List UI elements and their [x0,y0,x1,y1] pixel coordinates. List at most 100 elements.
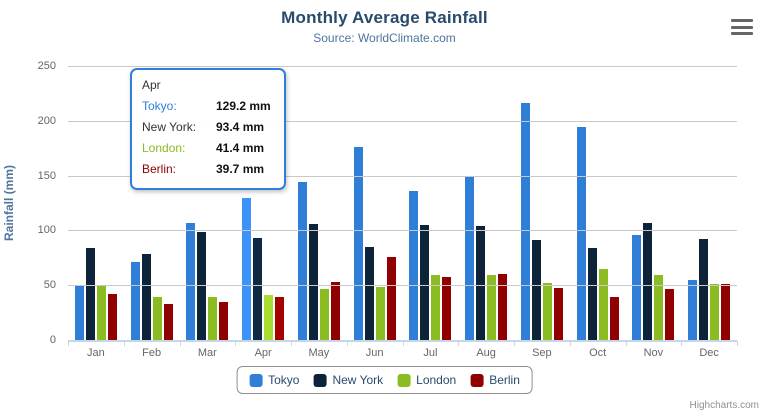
bar-london-aug[interactable] [487,274,497,340]
y-tick-label-50: 50 [43,279,56,292]
bar-london-oct[interactable] [598,268,608,340]
bar-new-york-jun[interactable] [364,247,374,340]
bar-tokyo-jul[interactable] [409,191,419,340]
bar-new-york-jul[interactable] [420,224,430,340]
x-axis-ticks [68,341,738,347]
bar-berlin-feb[interactable] [163,303,173,340]
x-tick-label-jul: Jul [423,347,438,359]
legend: Tokyo New York London Berlin [236,366,533,394]
bar-tokyo-nov[interactable] [632,235,642,340]
tooltip-series-value: 129.2 mm [216,99,271,113]
legend-swatch-icon [397,373,411,387]
bar-group-may [291,66,347,340]
x-tick-label-oct: Oct [589,347,607,359]
bar-london-feb[interactable] [152,297,162,340]
tooltip-series-value: 41.4 mm [216,141,265,155]
bar-london-mar[interactable] [208,296,218,340]
bar-new-york-dec[interactable] [699,238,709,340]
y-tick-label-0: 0 [49,334,56,346]
bar-tokyo-feb[interactable] [130,261,140,340]
bar-berlin-aug[interactable] [498,273,508,340]
bar-new-york-oct[interactable] [587,248,597,340]
bar-london-jun[interactable] [375,287,385,340]
bar-berlin-oct[interactable] [609,297,619,340]
x-tick-label-dec: Dec [699,347,719,359]
bar-tokyo-apr[interactable] [242,198,252,340]
bar-london-nov[interactable] [654,275,664,340]
x-tick-label-aug: Aug [476,347,496,359]
y-tick-label-250: 250 [37,60,56,72]
bar-new-york-sep[interactable] [531,240,541,340]
bar-london-jan[interactable] [96,286,106,340]
tooltip-series-name: London: [142,141,186,155]
tooltip-row: Berlin: 39.7 mm [142,159,274,180]
bar-tokyo-oct[interactable] [576,127,586,340]
bar-berlin-may[interactable] [330,282,340,340]
chart-title: Monthly Average Rainfall [281,8,488,27]
legend-label: London [416,373,457,387]
x-tick-mark [235,341,237,346]
bar-berlin-apr[interactable] [275,296,285,340]
x-tick-label-mar: Mar [197,347,217,359]
bar-london-dec[interactable] [710,283,720,340]
bar-group-jun [347,66,403,340]
bar-group-aug [458,66,514,340]
legend-label: Tokyo [268,373,300,387]
x-tick-mark [569,341,571,346]
bar-tokyo-aug[interactable] [465,177,475,340]
bar-tokyo-jan[interactable] [74,285,84,340]
bar-group-feb [124,66,180,340]
x-tick-mark [346,341,348,346]
gridline-150 [68,175,737,177]
gridline-200 [68,120,737,122]
bar-tokyo-jun[interactable] [353,147,363,340]
tooltip-row: New York: 93.4 mm [142,117,274,138]
bar-group-nov [626,66,682,340]
bar-new-york-apr[interactable] [253,237,263,340]
bar-new-york-may[interactable] [308,223,318,340]
tooltip-series-value: 93.4 mm [216,120,265,134]
bar-tokyo-may[interactable] [297,182,307,340]
tooltip-rows: Tokyo: 129.2 mm New York: 93.4 mm London: 41.… [142,96,274,180]
bar-group-dec [681,66,737,340]
bar-berlin-jun[interactable] [386,257,396,340]
bar-berlin-dec[interactable] [721,284,731,340]
x-tick-label-sep: Sep [532,347,552,359]
bar-new-york-nov[interactable] [643,223,653,340]
bar-new-york-jan[interactable] [85,248,95,340]
tooltip-row: London: 41.4 mm [142,138,274,159]
x-tick-mark [737,341,738,346]
legend-item-tokyo[interactable]: Tokyo [249,373,299,387]
bar-berlin-nov[interactable] [665,288,675,340]
bar-london-apr[interactable] [264,294,274,340]
bar-berlin-jul[interactable] [442,277,452,340]
bar-new-york-aug[interactable] [476,225,486,340]
x-axis-labels: Jan Feb Mar Apr May Jun Jul Aug Sep Oct Nov Dec [68,347,737,359]
x-tick-label-feb: Feb [142,347,162,359]
bar-berlin-mar[interactable] [219,302,229,340]
context-menu-button[interactable] [729,14,755,38]
x-tick-label-nov: Nov [643,347,664,359]
y-tick-label-100: 100 [37,224,56,237]
bar-london-may[interactable] [319,288,329,340]
y-tick-label-150: 150 [37,169,56,182]
hamburger-icon [731,19,753,35]
y-tick-label-200: 200 [37,114,56,127]
bar-london-jul[interactable] [431,275,441,340]
legend-item-london[interactable]: London [397,373,456,387]
legend-item-new-york[interactable]: New York [313,373,383,387]
bar-new-york-feb[interactable] [141,253,151,340]
x-tick-label-apr: Apr [254,347,272,359]
bar-london-sep[interactable] [542,282,552,340]
credits-link[interactable]: Highcharts.com [689,400,759,411]
x-tick-mark [681,341,683,346]
x-tick-mark [179,341,181,346]
bar-tokyo-mar[interactable] [186,223,196,340]
x-tick-mark [68,341,69,346]
bar-berlin-sep[interactable] [553,287,563,340]
legend-item-berlin[interactable]: Berlin [470,373,520,387]
bar-tokyo-dec[interactable] [688,280,698,340]
bar-tokyo-sep[interactable] [520,102,530,340]
bar-berlin-jan[interactable] [107,293,117,340]
